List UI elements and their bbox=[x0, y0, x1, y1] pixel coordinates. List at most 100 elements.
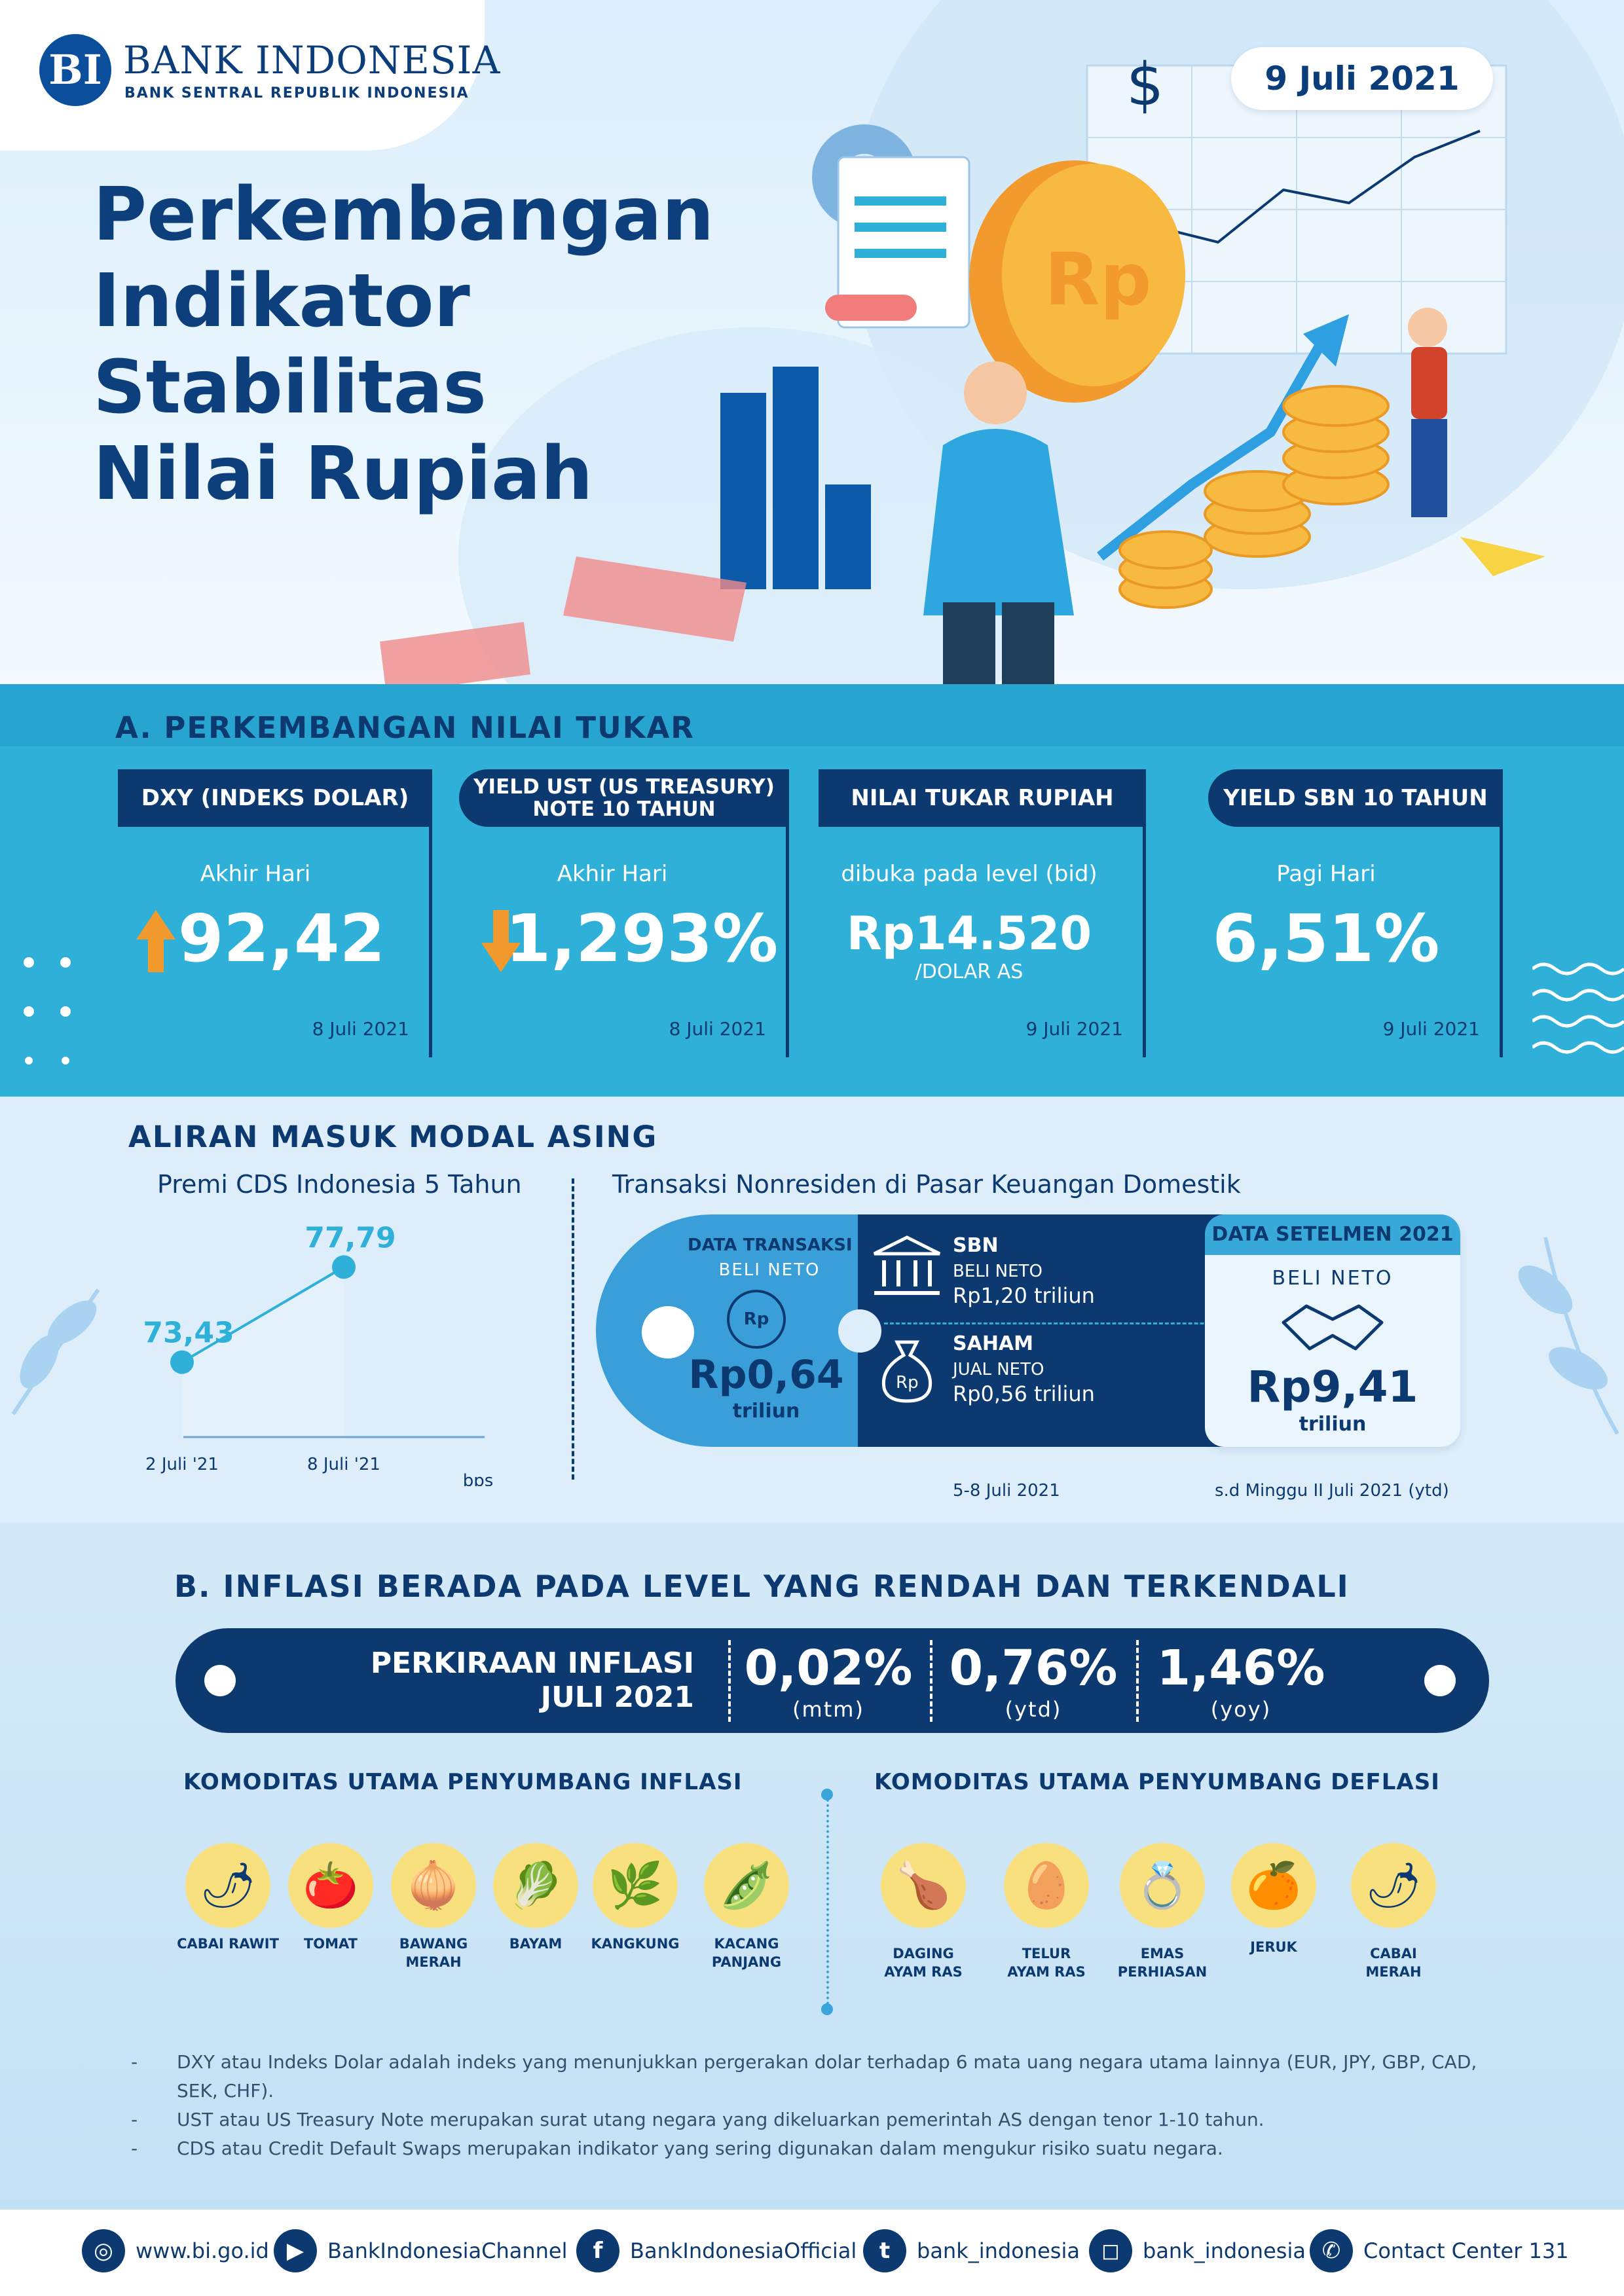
cds-point bbox=[332, 1255, 356, 1279]
footnotes: DXY atau Indeks Dolar adalah indeks yang… bbox=[131, 2048, 1506, 2163]
card-tag-text: NILAI TUKAR RUPIAH bbox=[851, 785, 1114, 811]
inflasi-label-line: JULI 2021 bbox=[540, 1681, 694, 1714]
section-b-title: B. INFLASI BERADA PADA LEVEL YANG RENDAH… bbox=[174, 1569, 1350, 1604]
footer-link-text: bank_indonesia bbox=[917, 2238, 1080, 2263]
bank-building-icon bbox=[873, 1235, 941, 1295]
title-line: Indikator bbox=[93, 259, 470, 344]
transaksi-title: Transaksi Nonresiden di Pasar Keuangan D… bbox=[612, 1170, 1241, 1199]
commodity-label: KANGKUNG bbox=[591, 1936, 680, 1952]
hero-illustration: $ Rp bbox=[720, 50, 1545, 687]
card-tag: YIELD SBN 10 TAHUN bbox=[1208, 769, 1503, 827]
handshake-icon bbox=[1282, 1304, 1384, 1351]
money-bag-icon: Rp bbox=[881, 1340, 932, 1403]
twitter-icon: t bbox=[863, 2229, 906, 2272]
commodity-label: TELUR AYAM RAS bbox=[1007, 1946, 1086, 1980]
card-tag-text: YIELD UST (US TREASURY) bbox=[473, 775, 775, 799]
card-yield-ust: YIELD UST (US TREASURY) NOTE 10 TAHUN Ak… bbox=[435, 769, 789, 1057]
cds-area-fill bbox=[182, 1267, 344, 1437]
card-date: 8 Juli 2021 bbox=[669, 1018, 766, 1040]
card-value: Rp14.520 bbox=[846, 907, 1092, 960]
card-tag-text: YIELD SBN 10 TAHUN bbox=[1223, 785, 1488, 811]
footer-link-text: Contact Center 131 bbox=[1363, 2238, 1569, 2263]
bank-logo-icon: BI bbox=[39, 34, 111, 106]
transaksi-total-panel bbox=[596, 1214, 858, 1447]
instagram-icon: ◻ bbox=[1089, 2229, 1132, 2272]
decor-leaf bbox=[11, 1288, 100, 1415]
gold-ring-icon: 💍 bbox=[1120, 1843, 1205, 1928]
deflasi-commodity-title: KOMODITAS UTAMA PENYUMBANG DEFLASI bbox=[874, 1769, 1440, 1795]
globe-icon: ◎ bbox=[82, 2229, 125, 2272]
footer-link-youtube[interactable]: ▶ BankIndonesiaChannel bbox=[274, 2228, 568, 2274]
report-date: 9 Juli 2021 bbox=[1231, 47, 1493, 110]
divider-line bbox=[572, 1178, 574, 1480]
setelmen-card bbox=[1205, 1218, 1460, 1447]
card-label: Akhir Hari bbox=[557, 861, 668, 887]
egg-icon: 🥚 bbox=[1004, 1843, 1089, 1928]
cds-value-label: 73,43 bbox=[144, 1317, 234, 1350]
setelmen-period: s.d Minggu II Juli 2021 (ytd) bbox=[1215, 1481, 1449, 1501]
inflasi-label-line: PERKIRAAN INFLASI bbox=[370, 1647, 694, 1680]
card-label: Pagi Hari bbox=[1276, 861, 1376, 887]
facebook-icon: f bbox=[576, 2229, 619, 2272]
transaksi-sublabel: BELI NETO bbox=[718, 1260, 821, 1280]
inflasi-bar bbox=[175, 1628, 1489, 1733]
water-spinach-icon: 🌿 bbox=[593, 1843, 678, 1928]
card-tag-text: DXY (INDEKS DOLAR) bbox=[141, 785, 409, 811]
commodity-label: CABAI MERAH bbox=[1365, 1946, 1422, 1980]
footnote: UST atau US Treasury Note merupakan sura… bbox=[131, 2105, 1506, 2134]
card-tag: DXY (INDEKS DOLAR) bbox=[118, 769, 432, 827]
decor-dot bbox=[821, 2003, 833, 2015]
footer-link-text: BankIndonesiaChannel bbox=[327, 2238, 568, 2263]
cds-point bbox=[170, 1350, 194, 1374]
footer-link-facebook[interactable]: f BankIndonesiaOfficial bbox=[576, 2228, 857, 2274]
footer bbox=[0, 2210, 1624, 2296]
commodity-label: BAYAM bbox=[509, 1936, 563, 1952]
card-label: dibuka pada level (bid) bbox=[841, 861, 1098, 887]
decor-dot bbox=[1424, 1665, 1456, 1696]
card-unit: /DOLAR AS bbox=[915, 960, 1024, 983]
transaksi-value-unit: triliun bbox=[732, 1400, 800, 1423]
dollar-icon: $ bbox=[1126, 50, 1164, 119]
coin-hand-icon: Rp bbox=[727, 1290, 786, 1349]
hero: $ Rp bbox=[0, 0, 1624, 687]
footnote: CDS atau Credit Default Swaps merupakan … bbox=[131, 2134, 1506, 2163]
footer-link-twitter[interactable]: t bank_indonesia bbox=[863, 2228, 1080, 2274]
spinach-icon: 🥬 bbox=[493, 1843, 578, 1928]
inflasi-label: PERKIRAAN INFLASI JULI 2021 bbox=[341, 1647, 694, 1715]
footer-link-contact[interactable]: ✆ Contact Center 131 bbox=[1310, 2228, 1569, 2274]
card-value: 1,293% bbox=[505, 900, 779, 977]
cds-line-chart: 73,43 77,79 2 Juli '21 8 Juli '21 bps bbox=[144, 1221, 493, 1486]
card-value: 6,51% bbox=[1212, 900, 1440, 977]
commodity-label: TOMAT bbox=[303, 1936, 358, 1952]
decor-dots bbox=[24, 957, 71, 1065]
commodity-label: KACANG PANJANG bbox=[711, 1936, 782, 1970]
setelmen-label: BELI NETO bbox=[1272, 1267, 1393, 1290]
footnote: DXY atau Indeks Dolar adalah indeks yang… bbox=[131, 2048, 1506, 2105]
inflasi-ytd-value: 0,76% bbox=[949, 1640, 1118, 1696]
cds-title: Premi CDS Indonesia 5 Tahun bbox=[157, 1170, 522, 1199]
section-header-band bbox=[0, 684, 1624, 746]
card-value: 92,42 bbox=[177, 900, 386, 977]
footer-link-instagram[interactable]: ◻ bank_indonesia bbox=[1089, 2228, 1306, 2274]
saham-label: JUAL NETO bbox=[953, 1360, 1044, 1379]
title-line: Nilai Rupiah bbox=[93, 431, 593, 517]
decor-dot bbox=[821, 1789, 833, 1800]
aliran-title: ALIRAN MASUK MODAL ASING bbox=[128, 1120, 658, 1154]
transaksi-period: 5-8 Juli 2021 bbox=[953, 1481, 1060, 1501]
transaksi-card: DATA TRANSAKSI BELI NETO Rp Rp0,64 trili… bbox=[596, 1214, 1339, 1447]
tomato-icon: 🍅 bbox=[288, 1843, 373, 1928]
decor-hole bbox=[642, 1306, 694, 1358]
cds-series-line bbox=[181, 1266, 345, 1364]
inflasi-divider bbox=[1136, 1640, 1139, 1722]
arrow-up-icon bbox=[136, 910, 175, 972]
sbn-title: SBN bbox=[953, 1234, 999, 1257]
inflasi-ytd-unit: (ytd) bbox=[1005, 1697, 1062, 1722]
commodity-label: EMAS PERHIASAN bbox=[1117, 1946, 1208, 1980]
orange-icon: 🍊 bbox=[1231, 1843, 1316, 1928]
bank-subtitle: BANK SENTRAL REPUBLIK INDONESIA bbox=[124, 85, 470, 101]
detail-divider bbox=[884, 1322, 1251, 1324]
inflasi-mtm-unit: (mtm) bbox=[792, 1697, 864, 1722]
phone-icon: ✆ bbox=[1310, 2229, 1353, 2272]
footer-link-website[interactable]: ◎ www.bi.go.id bbox=[82, 2228, 269, 2274]
title-line: Stabilitas bbox=[93, 345, 487, 430]
